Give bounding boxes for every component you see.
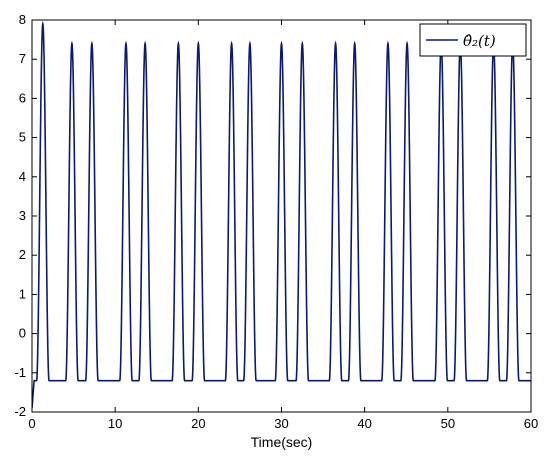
x-tick-label: 30: [274, 416, 288, 431]
y-tick-label: 2: [19, 247, 26, 262]
y-tick-label: 3: [19, 208, 26, 223]
y-tick-label: 5: [19, 130, 26, 145]
x-tick-label: 10: [108, 416, 122, 431]
y-tick-label: -2: [14, 404, 26, 419]
x-axis-label: Time(sec): [251, 434, 313, 450]
x-tick-label: 0: [28, 416, 35, 431]
x-tick-label: 40: [357, 416, 371, 431]
x-tick-label: 20: [191, 416, 205, 431]
y-tick-label: 0: [19, 326, 26, 341]
y-tick-label: 6: [19, 90, 26, 105]
plot-area: [32, 20, 531, 412]
x-tick-label: 60: [524, 416, 538, 431]
ticks-layer: 0 10 20 30 40 50 60 -2 -1 0 1 2 3 4 5 6 7 8: [14, 12, 538, 431]
series-line-0: [32, 20, 531, 409]
y-tick-label: 8: [19, 12, 26, 27]
y-tick-label: -1: [14, 365, 26, 380]
legend-label: θ̂₂(t): [463, 32, 496, 50]
data-layer: [32, 20, 531, 409]
y-tick-label: 1: [19, 286, 26, 301]
x-tick-label: 50: [441, 416, 455, 431]
y-tick-label: 7: [19, 51, 26, 66]
y-tick-label: 4: [19, 169, 26, 184]
legend: θ̂₂(t): [419, 23, 527, 57]
